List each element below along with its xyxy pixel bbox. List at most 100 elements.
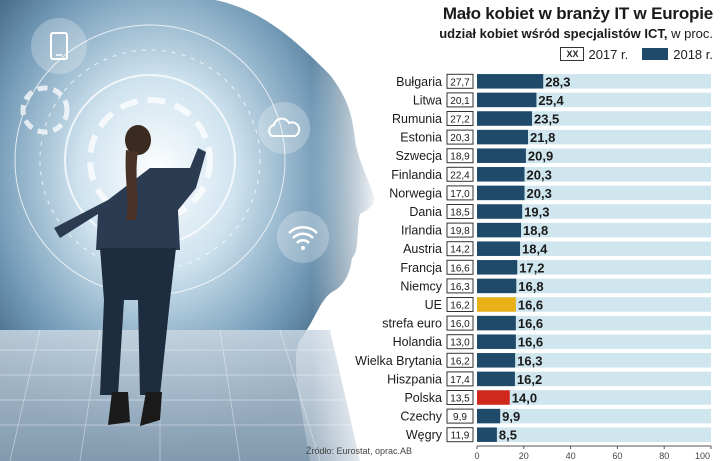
chart-subtitle: udział kobiet wśród specjalistów ICT, w …	[439, 26, 713, 41]
bar-2018	[477, 204, 523, 219]
bar-2018	[477, 241, 521, 256]
x-tick-label: 80	[659, 451, 669, 461]
value-label-2018: 14,0	[512, 391, 537, 406]
bar-2018	[477, 371, 515, 387]
bar-2018	[477, 297, 516, 312]
value-label-2018: 8,5	[499, 428, 517, 443]
box-2017	[446, 111, 474, 126]
value-label-2017: 11,9	[451, 431, 470, 442]
value-label-2017: 16,0	[450, 319, 470, 330]
category-label: UE	[425, 298, 442, 312]
bar-2018	[477, 408, 501, 424]
value-label-2017: 19,8	[450, 226, 470, 237]
bar-track	[477, 278, 711, 294]
category-label: Węgry	[406, 428, 443, 442]
box-2017	[446, 315, 474, 331]
legend-2017-swatch: XX	[560, 47, 585, 61]
value-label-2018: 16,6	[518, 335, 543, 350]
value-label-2018: 19,3	[524, 205, 549, 220]
box-2017	[446, 166, 474, 182]
category-label: Rumunia	[392, 112, 442, 126]
box-2017	[446, 427, 474, 443]
category-label: Czechy	[400, 410, 442, 424]
value-label-2018: 16,3	[517, 353, 542, 368]
bar-2018	[477, 111, 532, 126]
cloud-icon	[258, 102, 310, 154]
box-2017	[446, 73, 474, 89]
value-label-2018: 18,4	[522, 242, 548, 257]
bar-2018	[477, 353, 516, 368]
value-label-2017: 16,2	[450, 356, 470, 367]
value-label-2017: 20,1	[450, 96, 470, 107]
value-label-2017: 27,7	[450, 77, 470, 88]
value-label-2017: 27,2	[450, 115, 470, 126]
value-label-2018: 16,2	[517, 372, 542, 387]
box-2017	[446, 334, 474, 350]
box-2017	[446, 222, 474, 238]
bar-2018	[477, 129, 529, 145]
value-label-2017: 17,0	[450, 189, 470, 200]
value-label-2018: 20,3	[527, 186, 552, 201]
bar-2018	[477, 334, 516, 349]
category-label: Dania	[409, 205, 442, 219]
value-label-2018: 16,6	[518, 316, 543, 331]
category-label: Szwecja	[395, 149, 442, 163]
value-label-2018: 28,3	[545, 74, 570, 89]
bar-2018	[477, 148, 526, 163]
bar-2018	[477, 427, 497, 442]
bar-track	[477, 408, 711, 424]
category-label: strefa euro	[382, 317, 442, 331]
smartphone-icon	[31, 18, 87, 74]
category-label: Finlandia	[391, 168, 442, 182]
bar-track	[477, 148, 711, 163]
category-label: Francja	[400, 261, 442, 275]
category-label: Hiszpania	[387, 372, 442, 386]
box-2017	[446, 390, 474, 405]
value-label-2017: 20,3	[450, 133, 470, 144]
bar-2018	[477, 167, 525, 182]
subtitle-unit: w proc.	[667, 26, 713, 41]
value-label-2018: 21,8	[530, 130, 555, 145]
box-2017	[446, 185, 474, 201]
legend-2018-swatch	[642, 48, 669, 60]
box-2017	[446, 352, 474, 368]
bar-2018	[477, 92, 537, 108]
subtitle-bold: udział kobiet wśród specjalistów ICT,	[439, 26, 668, 41]
category-label: Wielka Brytania	[355, 354, 442, 368]
legend-2018-label: 2018 r.	[673, 46, 713, 62]
value-label-2018: 18,8	[523, 223, 548, 238]
x-tick-label: 20	[519, 451, 529, 461]
value-label-2017: 22,4	[450, 170, 470, 181]
value-label-2018: 23,5	[534, 112, 559, 127]
box-2017	[446, 204, 474, 219]
bar-2018	[477, 222, 521, 238]
bar-2018	[477, 278, 517, 294]
bar-track	[477, 334, 711, 349]
background-illustration	[0, 0, 380, 461]
value-label-2017: 16,2	[450, 301, 470, 312]
value-label-2017: 14,2	[450, 245, 470, 256]
value-label-2017: 18,9	[450, 152, 470, 163]
x-tick-label: 40	[566, 451, 576, 461]
bar-track	[477, 427, 711, 442]
value-label-2018: 16,6	[518, 298, 543, 313]
value-label-2017: 17,4	[450, 375, 470, 386]
bar-track	[477, 390, 711, 405]
value-label-2018: 17,2	[519, 260, 544, 275]
bar-track	[477, 129, 711, 145]
bar-track	[477, 353, 711, 368]
box-2017	[446, 408, 474, 424]
category-label: Holandia	[393, 335, 442, 349]
chart-title: Mało kobiet w branży IT w Europie	[442, 4, 713, 23]
bar-track	[477, 167, 711, 182]
box-2017	[446, 148, 474, 164]
category-label: Austria	[403, 242, 442, 256]
box-2017	[446, 129, 474, 145]
x-tick-label: 60	[612, 451, 622, 461]
category-label: Norwegia	[389, 186, 442, 200]
box-2017	[446, 259, 474, 275]
box-2017	[446, 278, 474, 294]
bar-2018	[477, 390, 510, 405]
bar-2018	[477, 74, 544, 89]
